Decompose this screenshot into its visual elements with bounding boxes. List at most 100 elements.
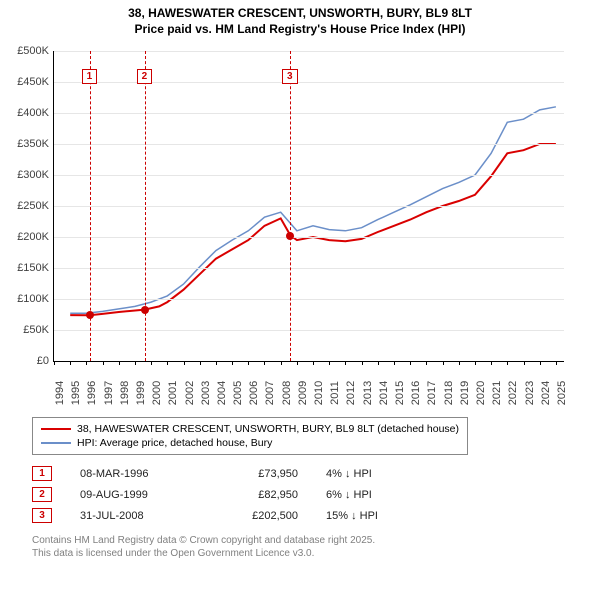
gridline-h bbox=[54, 82, 564, 83]
x-tick bbox=[329, 361, 330, 365]
y-axis-label: £400K bbox=[9, 107, 49, 119]
attribution-line2: This data is licensed under the Open Gov… bbox=[32, 547, 600, 560]
x-tick bbox=[119, 361, 120, 365]
x-axis-label: 2022 bbox=[507, 381, 519, 405]
x-axis-label: 2015 bbox=[394, 381, 406, 405]
x-axis-label: 1997 bbox=[103, 381, 115, 405]
x-axis-label: 1999 bbox=[135, 381, 147, 405]
x-axis-label: 2012 bbox=[345, 381, 357, 405]
sale-date: 09-AUG-1999 bbox=[80, 489, 190, 501]
legend-swatch bbox=[41, 428, 71, 430]
x-tick bbox=[524, 361, 525, 365]
x-axis-label: 2001 bbox=[167, 381, 179, 405]
x-tick bbox=[313, 361, 314, 365]
legend-item: HPI: Average price, detached house, Bury bbox=[41, 436, 459, 450]
marker-line bbox=[290, 51, 291, 361]
x-tick bbox=[426, 361, 427, 365]
x-axis-label: 2000 bbox=[151, 381, 163, 405]
x-tick bbox=[151, 361, 152, 365]
gridline-h bbox=[54, 113, 564, 114]
legend-item: 38, HAWESWATER CRESCENT, UNSWORTH, BURY,… bbox=[41, 422, 459, 436]
y-axis-label: £250K bbox=[9, 200, 49, 212]
sale-date: 08-MAR-1996 bbox=[80, 468, 190, 480]
chart: £0 £50K £100K £150K £200K £250K £300K £350K £400… bbox=[8, 41, 568, 411]
x-tick bbox=[135, 361, 136, 365]
x-axis-label: 1995 bbox=[70, 381, 82, 405]
legend: 38, HAWESWATER CRESCENT, UNSWORTH, BURY,… bbox=[32, 417, 468, 455]
x-axis-label: 2010 bbox=[313, 381, 325, 405]
marker-label: 2 bbox=[137, 69, 153, 84]
y-axis-label: £0 bbox=[9, 355, 49, 367]
marker-dot bbox=[286, 232, 294, 240]
x-axis-label: 2016 bbox=[410, 381, 422, 405]
x-tick bbox=[200, 361, 201, 365]
x-axis-label: 2025 bbox=[556, 381, 568, 405]
x-tick bbox=[410, 361, 411, 365]
sale-pct: 6% ↓ HPI bbox=[326, 489, 436, 501]
gridline-h bbox=[54, 237, 564, 238]
x-tick bbox=[297, 361, 298, 365]
x-axis-label: 2004 bbox=[216, 381, 228, 405]
sale-marker-id: 3 bbox=[32, 508, 52, 523]
x-axis-label: 1996 bbox=[86, 381, 98, 405]
x-axis-label: 2017 bbox=[426, 381, 438, 405]
sale-price: £202,500 bbox=[218, 510, 298, 522]
x-tick bbox=[232, 361, 233, 365]
y-axis-label: £350K bbox=[9, 138, 49, 150]
y-axis-label: £500K bbox=[9, 45, 49, 57]
x-tick bbox=[507, 361, 508, 365]
x-tick bbox=[103, 361, 104, 365]
x-axis-label: 2008 bbox=[281, 381, 293, 405]
sale-marker-id: 2 bbox=[32, 487, 52, 502]
x-axis-label: 2005 bbox=[232, 381, 244, 405]
marker-dot bbox=[86, 311, 94, 319]
x-tick bbox=[264, 361, 265, 365]
gridline-h bbox=[54, 51, 564, 52]
x-axis-label: 2007 bbox=[264, 381, 276, 405]
x-axis-label: 2021 bbox=[491, 381, 503, 405]
x-axis-label: 2006 bbox=[248, 381, 260, 405]
legend-label: 38, HAWESWATER CRESCENT, UNSWORTH, BURY,… bbox=[77, 423, 459, 435]
x-tick bbox=[216, 361, 217, 365]
x-tick bbox=[167, 361, 168, 365]
legend-label: HPI: Average price, detached house, Bury bbox=[77, 437, 272, 449]
x-axis-label: 2009 bbox=[297, 381, 309, 405]
marker-dot bbox=[141, 306, 149, 314]
x-tick bbox=[86, 361, 87, 365]
legend-swatch bbox=[41, 442, 71, 444]
x-tick bbox=[54, 361, 55, 365]
marker-label: 3 bbox=[282, 69, 298, 84]
x-axis-label: 2018 bbox=[443, 381, 455, 405]
x-tick bbox=[459, 361, 460, 365]
plot-area: £0£50K£100K£150K£200K£250K£300K£350K£400… bbox=[53, 51, 564, 362]
x-axis-label: 2011 bbox=[329, 381, 341, 405]
x-tick bbox=[491, 361, 492, 365]
gridline-h bbox=[54, 144, 564, 145]
x-tick bbox=[475, 361, 476, 365]
sale-price: £73,950 bbox=[218, 468, 298, 480]
x-axis-label: 2014 bbox=[378, 381, 390, 405]
title-line1: 38, HAWESWATER CRESCENT, UNSWORTH, BURY,… bbox=[0, 6, 600, 22]
sales-row: 3 31-JUL-2008 £202,500 15% ↓ HPI bbox=[32, 505, 600, 526]
x-axis-label: 2023 bbox=[524, 381, 536, 405]
x-tick bbox=[540, 361, 541, 365]
sale-date: 31-JUL-2008 bbox=[80, 510, 190, 522]
attribution: Contains HM Land Registry data © Crown c… bbox=[32, 534, 600, 560]
x-tick bbox=[281, 361, 282, 365]
y-axis-label: £100K bbox=[9, 293, 49, 305]
sales-table: 1 08-MAR-1996 £73,950 4% ↓ HPI 2 09-AUG-… bbox=[32, 463, 600, 526]
marker-line bbox=[145, 51, 146, 361]
series-hpi bbox=[70, 107, 556, 313]
y-axis-label: £150K bbox=[9, 262, 49, 274]
x-axis-label: 2003 bbox=[200, 381, 212, 405]
y-axis-label: £50K bbox=[9, 324, 49, 336]
y-axis-label: £300K bbox=[9, 169, 49, 181]
x-tick bbox=[248, 361, 249, 365]
x-tick bbox=[70, 361, 71, 365]
x-axis-label: 2013 bbox=[362, 381, 374, 405]
x-axis-label: 1998 bbox=[119, 381, 131, 405]
sale-pct: 15% ↓ HPI bbox=[326, 510, 436, 522]
gridline-h bbox=[54, 299, 564, 300]
y-axis-label: £200K bbox=[9, 231, 49, 243]
y-axis-label: £450K bbox=[9, 76, 49, 88]
